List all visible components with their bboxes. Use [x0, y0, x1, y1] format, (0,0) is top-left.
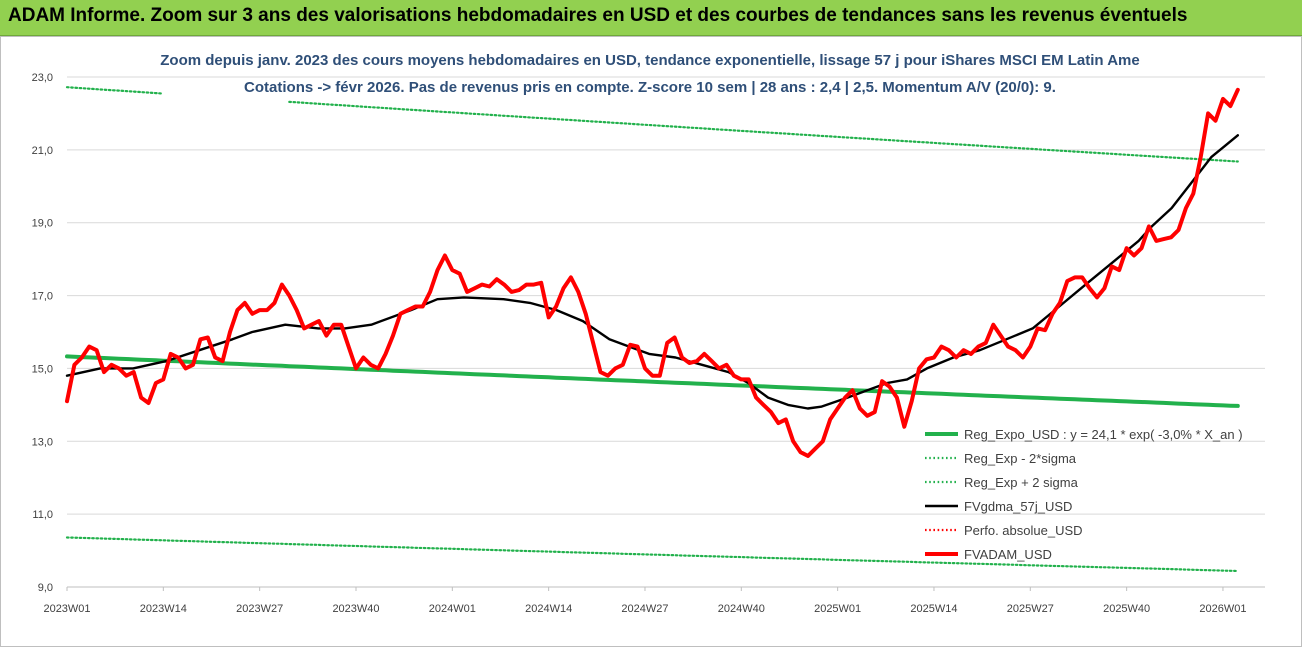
series-line: [65, 134, 1239, 410]
chart-subtitle: Cotations -> févr 2026. Pas de revenus p…: [244, 79, 1056, 96]
x-tick-label: 2026W01: [1199, 603, 1246, 615]
series-group: [65, 86, 1240, 573]
legend-label: Reg_Exp - 2*sigma: [964, 451, 1077, 466]
y-tick-label: 11,0: [32, 509, 53, 521]
x-axis-ticks: 2023W01 2023W14 2023W27 2023W40 2024W01 2024W…: [43, 587, 1247, 615]
x-tick-label: 2023W14: [140, 603, 187, 615]
y-tick-label: 19,0: [32, 218, 53, 230]
series-line: [65, 536, 1239, 573]
legend-label: Reg_Exp + 2 sigma: [964, 475, 1079, 490]
x-tick-label: 2024W27: [621, 603, 668, 615]
legend: Reg_Expo_USD : y = 24,1 * exp( -3,0% * X…: [925, 427, 1243, 562]
y-tick-label: 17,0: [32, 291, 53, 303]
legend-label: FVgdma_57j_USD: [964, 499, 1072, 514]
y-tick-label: 15,0: [32, 363, 53, 375]
series-line: [65, 354, 1240, 408]
legend-label: FVADAM_USD: [964, 547, 1052, 562]
y-tick-label: 9,0: [38, 582, 53, 594]
x-tick-label: 2024W01: [429, 603, 476, 615]
chart-title: Zoom depuis janv. 2023 des cours moyens …: [160, 52, 1140, 69]
x-tick-label: 2025W27: [1007, 603, 1054, 615]
report-banner: ADAM Informe. Zoom sur 3 ans des valoris…: [0, 0, 1302, 36]
y-tick-label: 21,0: [32, 145, 53, 157]
series-line: [65, 86, 1239, 163]
x-tick-label: 2023W27: [236, 603, 283, 615]
gridlines: [67, 76, 1265, 588]
y-axis-ticks: 9,0 11,0 13,0 15,0 17,0 19,0 21,0 23,0: [32, 72, 53, 594]
y-tick-label: 13,0: [32, 436, 53, 448]
series-line: [65, 87, 1240, 458]
legend-label: Reg_Expo_USD : y = 24,1 * exp( -3,0% * X…: [964, 427, 1243, 442]
x-tick-label: 2025W01: [814, 603, 861, 615]
legend-label: Perfo. absolue_USD: [964, 523, 1083, 538]
x-tick-label: 2025W14: [910, 603, 957, 615]
x-tick-label: 2024W40: [718, 603, 765, 615]
report-title: ADAM Informe. Zoom sur 3 ans des valoris…: [8, 5, 1188, 26]
x-tick-label: 2025W40: [1103, 603, 1150, 615]
y-tick-label: 23,0: [32, 72, 53, 84]
x-tick-label: 2024W14: [525, 603, 572, 615]
x-tick-label: 2023W01: [43, 603, 90, 615]
x-tick-label: 2023W40: [332, 603, 379, 615]
